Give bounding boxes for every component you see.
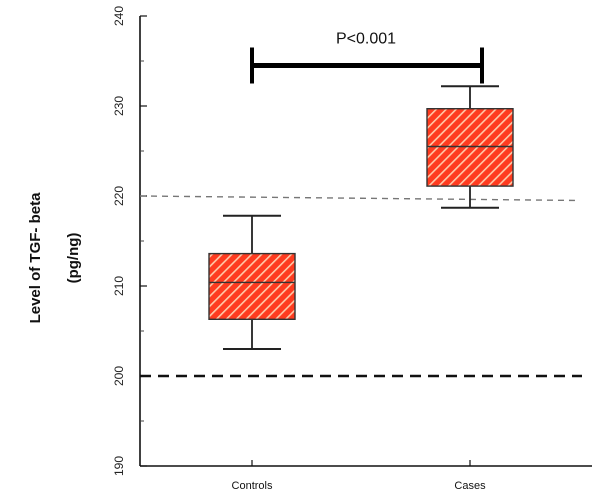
x-tick-label: Cases bbox=[454, 480, 486, 492]
boxes bbox=[208, 85, 514, 350]
box-body bbox=[426, 107, 514, 187]
p-value-label: P<0.001 bbox=[336, 31, 396, 48]
reference-line bbox=[139, 195, 581, 202]
y-tick-label: 200 bbox=[112, 366, 126, 386]
significance-bracket: P<0.001 bbox=[250, 31, 484, 84]
y-axis-unit-label: (pg/ng) bbox=[65, 233, 82, 284]
reference-lines bbox=[139, 195, 582, 378]
box-cases bbox=[426, 85, 514, 209]
y-axis-label: Level of TGF- beta bbox=[27, 192, 44, 324]
y-tick-label: 190 bbox=[112, 456, 126, 476]
box-controls bbox=[208, 214, 296, 350]
y-tick-label: 210 bbox=[112, 276, 126, 296]
box-body bbox=[208, 252, 296, 321]
y-tick-label: 230 bbox=[112, 96, 126, 116]
axis-labels: Level of TGF- beta (pg/ng) bbox=[27, 192, 82, 324]
axes: 190 200 210 220 230 240 Controls Cases bbox=[112, 6, 592, 492]
y-tick-label: 220 bbox=[112, 186, 126, 206]
y-tick-label: 240 bbox=[112, 6, 126, 26]
x-tick-label: Controls bbox=[232, 480, 273, 492]
